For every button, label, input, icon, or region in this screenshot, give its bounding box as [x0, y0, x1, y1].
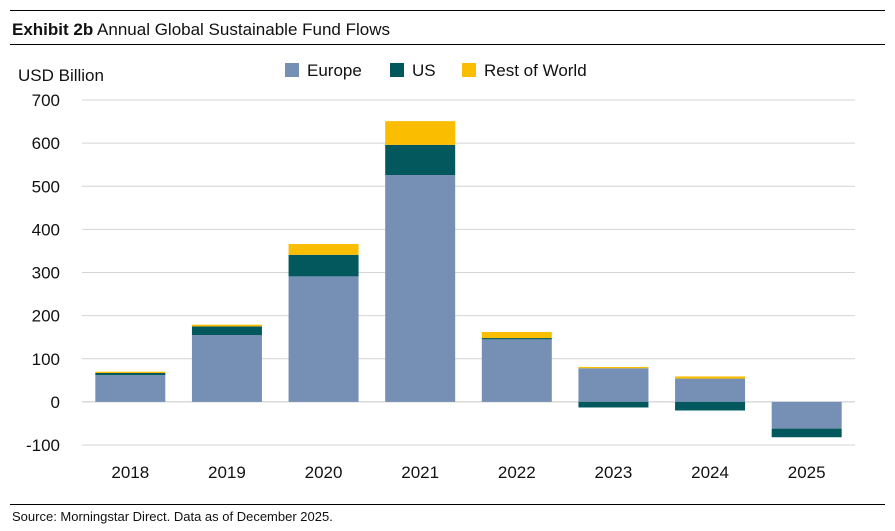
x-tick-label: 2024	[691, 463, 729, 482]
legend-swatch	[462, 63, 476, 77]
bar-segment-europe	[675, 378, 746, 402]
legend: Europe US Rest of World	[285, 61, 587, 80]
y-tick-label: 500	[32, 177, 60, 196]
chart-title: Exhibit 2b Annual Global Sustainable Fun…	[12, 20, 390, 40]
y-tick-label: -100	[26, 436, 60, 455]
y-axis-label: USD Billion	[18, 66, 104, 85]
y-tick-label: 400	[32, 220, 60, 239]
legend-label: Rest of World	[484, 61, 587, 80]
x-tick-label: 2023	[595, 463, 633, 482]
y-tick-label: 700	[32, 91, 60, 110]
bars	[95, 121, 842, 438]
bar-segment-rest-of-world	[385, 121, 456, 145]
bar-segment-europe	[288, 276, 359, 402]
x-tick-label: 2021	[401, 463, 439, 482]
y-tick-label: 300	[32, 264, 60, 283]
legend-label: US	[412, 61, 436, 80]
y-tick-label: 200	[32, 307, 60, 326]
bar-segment-europe	[385, 175, 456, 402]
bar-segment-rest-of-world	[481, 332, 552, 339]
y-axis-tick-labels: 700 600 500 400 300 200 100 0 -100	[26, 91, 60, 455]
bar-segment-us	[385, 144, 456, 176]
x-tick-label: 2025	[788, 463, 826, 482]
bar-segment-europe	[771, 401, 842, 429]
x-tick-label: 2019	[208, 463, 246, 482]
x-tick-label: 2022	[498, 463, 536, 482]
bar-segment-rest-of-world	[675, 376, 746, 379]
bar-segment-us	[578, 401, 649, 408]
title-text: Annual Global Sustainable Fund Flows	[97, 20, 390, 39]
title-underline-rule	[10, 44, 885, 45]
legend-swatch	[285, 63, 299, 77]
y-tick-label: 100	[32, 350, 60, 369]
bar-segment-rest-of-world	[578, 366, 649, 369]
bar-segment-europe	[95, 375, 166, 402]
top-rule	[10, 10, 885, 11]
legend-label: Europe	[307, 61, 362, 80]
bar-segment-rest-of-world	[191, 324, 262, 327]
bar-segment-europe	[191, 335, 262, 402]
source-note: Source: Morningstar Direct. Data as of D…	[12, 509, 333, 524]
bar-segment-europe	[481, 339, 552, 402]
bar-segment-europe	[578, 368, 649, 402]
bar-segment-us	[481, 338, 552, 340]
exhibit-label: Exhibit 2b	[12, 20, 94, 39]
bar-segment-us	[288, 254, 359, 277]
legend-swatch	[390, 63, 404, 77]
y-tick-label: 0	[51, 393, 60, 412]
bar-segment-rest-of-world	[95, 371, 166, 373]
bar-segment-rest-of-world	[288, 244, 359, 255]
bar-segment-us	[771, 428, 842, 438]
bar-segment-us	[95, 372, 166, 376]
bar-segment-us	[675, 401, 746, 411]
x-axis-tick-labels: 2018 2019 2020 2021 2022 2023 2024 2025	[111, 463, 825, 482]
x-tick-label: 2020	[305, 463, 343, 482]
y-tick-label: 600	[32, 134, 60, 153]
bottom-rule	[10, 504, 885, 505]
x-tick-label: 2018	[111, 463, 149, 482]
bar-segment-us	[191, 326, 262, 336]
